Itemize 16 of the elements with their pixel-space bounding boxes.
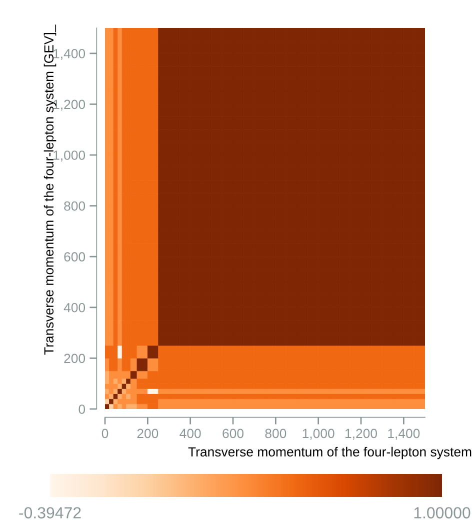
y-tick-label: 200 [64,354,86,364]
x-tick-label: 1,200 [346,428,377,440]
x-tick-label: 200 [137,428,158,438]
x-tick-label: 600 [222,428,244,438]
color-bar-label: 1.00000 [414,507,470,518]
y-tick-label: 0 [78,404,86,414]
x-tick-label: 400 [180,428,201,438]
x-axis-title: Transverse momentum of the four-lepton system [188,446,472,460]
x-tick-label: 1,400 [388,428,420,440]
y-tick-label: 400 [64,302,86,312]
x-tick-label: 0 [102,428,108,438]
x-tick-label: 800 [265,428,286,438]
x-tick-label: 1,000 [302,428,334,440]
color-bar-label: -0.39472 [19,507,81,518]
y-tick-label: 800 [64,201,86,211]
y-tick-label: 600 [64,252,86,262]
